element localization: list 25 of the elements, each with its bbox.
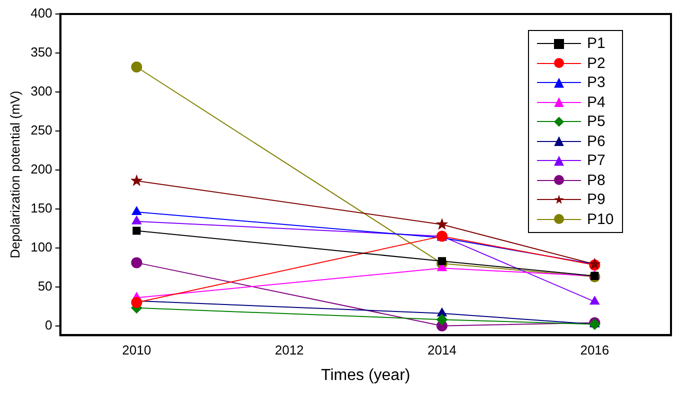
legend-label: P1 (587, 35, 606, 52)
x-tick-label: 2010 (122, 342, 152, 358)
y-tick-label: 400 (30, 6, 52, 21)
y-tick-label: 300 (30, 84, 52, 99)
x-axis-title: Times (year) (321, 366, 410, 384)
y-tick-label: 0 (45, 317, 52, 332)
legend-label: P5 (587, 113, 606, 130)
legend-label: P9 (587, 191, 606, 208)
x-tick-label: 2012 (274, 342, 304, 358)
legend-label: P10 (587, 210, 614, 228)
legend-label: P7 (587, 152, 606, 170)
y-axis-title: Depolarization potential (mV) (7, 90, 22, 258)
legend-label: P8 (587, 172, 606, 189)
y-tick-label: 100 (30, 239, 52, 254)
y-tick-label: 50 (38, 278, 52, 294)
y-tick-label: 250 (30, 122, 52, 138)
legend-label: P4 (587, 94, 606, 111)
y-tick-label: 200 (30, 162, 52, 176)
legend-label: P3 (587, 74, 606, 92)
legend-label: P6 (587, 132, 606, 150)
legend-label: P2 (587, 54, 606, 72)
x-tick-label: 2014 (428, 342, 456, 358)
x-tick-label: 2016 (580, 342, 610, 358)
y-tick-label: 350 (30, 44, 52, 60)
y-tick-label: 150 (30, 200, 52, 216)
